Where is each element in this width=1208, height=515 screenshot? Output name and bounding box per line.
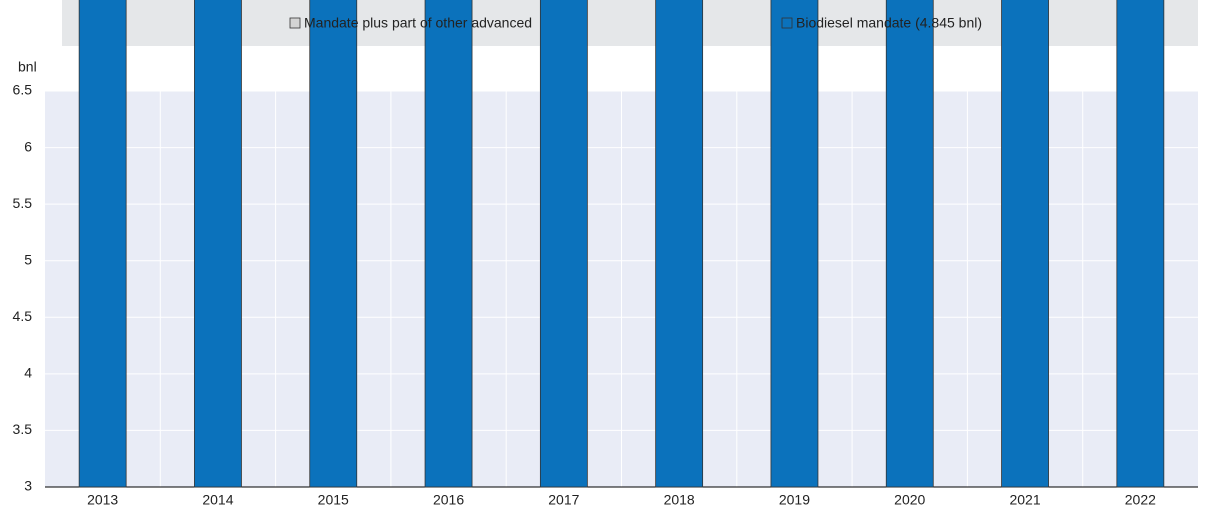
legend-label: Mandate plus part of other advanced bbox=[304, 15, 532, 31]
x-tick-label: 2018 bbox=[664, 492, 695, 508]
y-tick-label: 4.5 bbox=[13, 308, 33, 324]
y-axis-label: bnl bbox=[18, 59, 37, 75]
x-tick-label: 2020 bbox=[894, 492, 925, 508]
x-tick-label: 2017 bbox=[548, 492, 579, 508]
bar-segment bbox=[770, 0, 819, 488]
x-tick-label: 2022 bbox=[1125, 492, 1156, 508]
y-tick-label: 6 bbox=[24, 138, 32, 154]
x-tick-label: 2021 bbox=[1009, 492, 1040, 508]
y-tick-label: 5.5 bbox=[13, 195, 33, 211]
bar-segment bbox=[1116, 0, 1165, 488]
bar-segment bbox=[885, 0, 934, 488]
legend-swatch bbox=[289, 17, 301, 29]
x-tick-label: 2013 bbox=[87, 492, 118, 508]
bar-segment bbox=[1001, 0, 1049, 488]
x-tick-label: 2014 bbox=[202, 492, 233, 508]
y-tick-label: 4 bbox=[24, 365, 32, 381]
y-tick-label: 3.5 bbox=[13, 421, 33, 437]
y-tick-label: 6.5 bbox=[13, 82, 33, 98]
bar-segment bbox=[78, 0, 127, 488]
x-tick-label: 2015 bbox=[318, 492, 349, 508]
y-tick-label: 5 bbox=[24, 251, 32, 267]
bar-segment bbox=[424, 0, 473, 488]
bar-segment bbox=[194, 0, 242, 488]
bar-segment bbox=[309, 0, 358, 488]
bar-segment bbox=[539, 0, 588, 488]
y-tick-label: 3 bbox=[24, 478, 32, 494]
legend-label: Biodiesel mandate (4.845 bnl) bbox=[796, 15, 982, 31]
legend-swatch bbox=[781, 17, 793, 29]
bar-segment bbox=[655, 0, 704, 488]
x-tick-label: 2016 bbox=[433, 492, 464, 508]
x-tick-label: 2019 bbox=[779, 492, 810, 508]
